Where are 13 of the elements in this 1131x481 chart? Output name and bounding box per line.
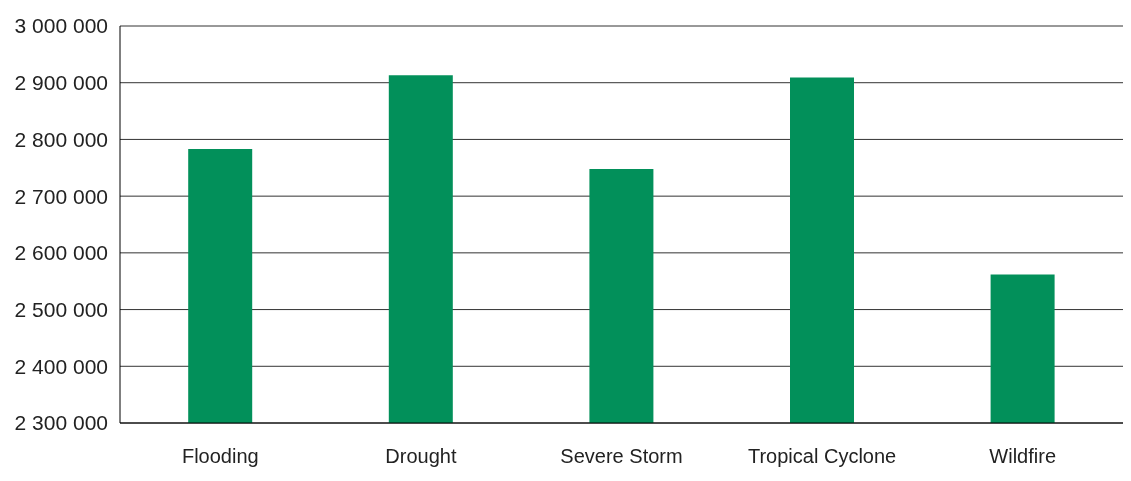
y-tick-label: 2 700 000 [14, 184, 108, 208]
y-tick-label: 2 400 000 [14, 354, 108, 378]
y-tick-label: 3 000 000 [14, 14, 108, 38]
y-tick-label: 2 500 000 [14, 298, 108, 322]
x-tick-label: Tropical Cyclone [748, 445, 897, 468]
x-tick-label: Severe Storm [560, 445, 683, 468]
y-tick-label: 2 900 000 [14, 71, 108, 95]
y-tick-label: 2 600 000 [14, 241, 108, 265]
x-tick-label: Wildfire [989, 445, 1057, 468]
y-tick-label: 2 300 000 [14, 411, 108, 435]
x-tick-label: Drought [385, 445, 457, 468]
y-tick-label: 2 800 000 [14, 127, 108, 151]
x-tick-label: Flooding [181, 445, 259, 468]
